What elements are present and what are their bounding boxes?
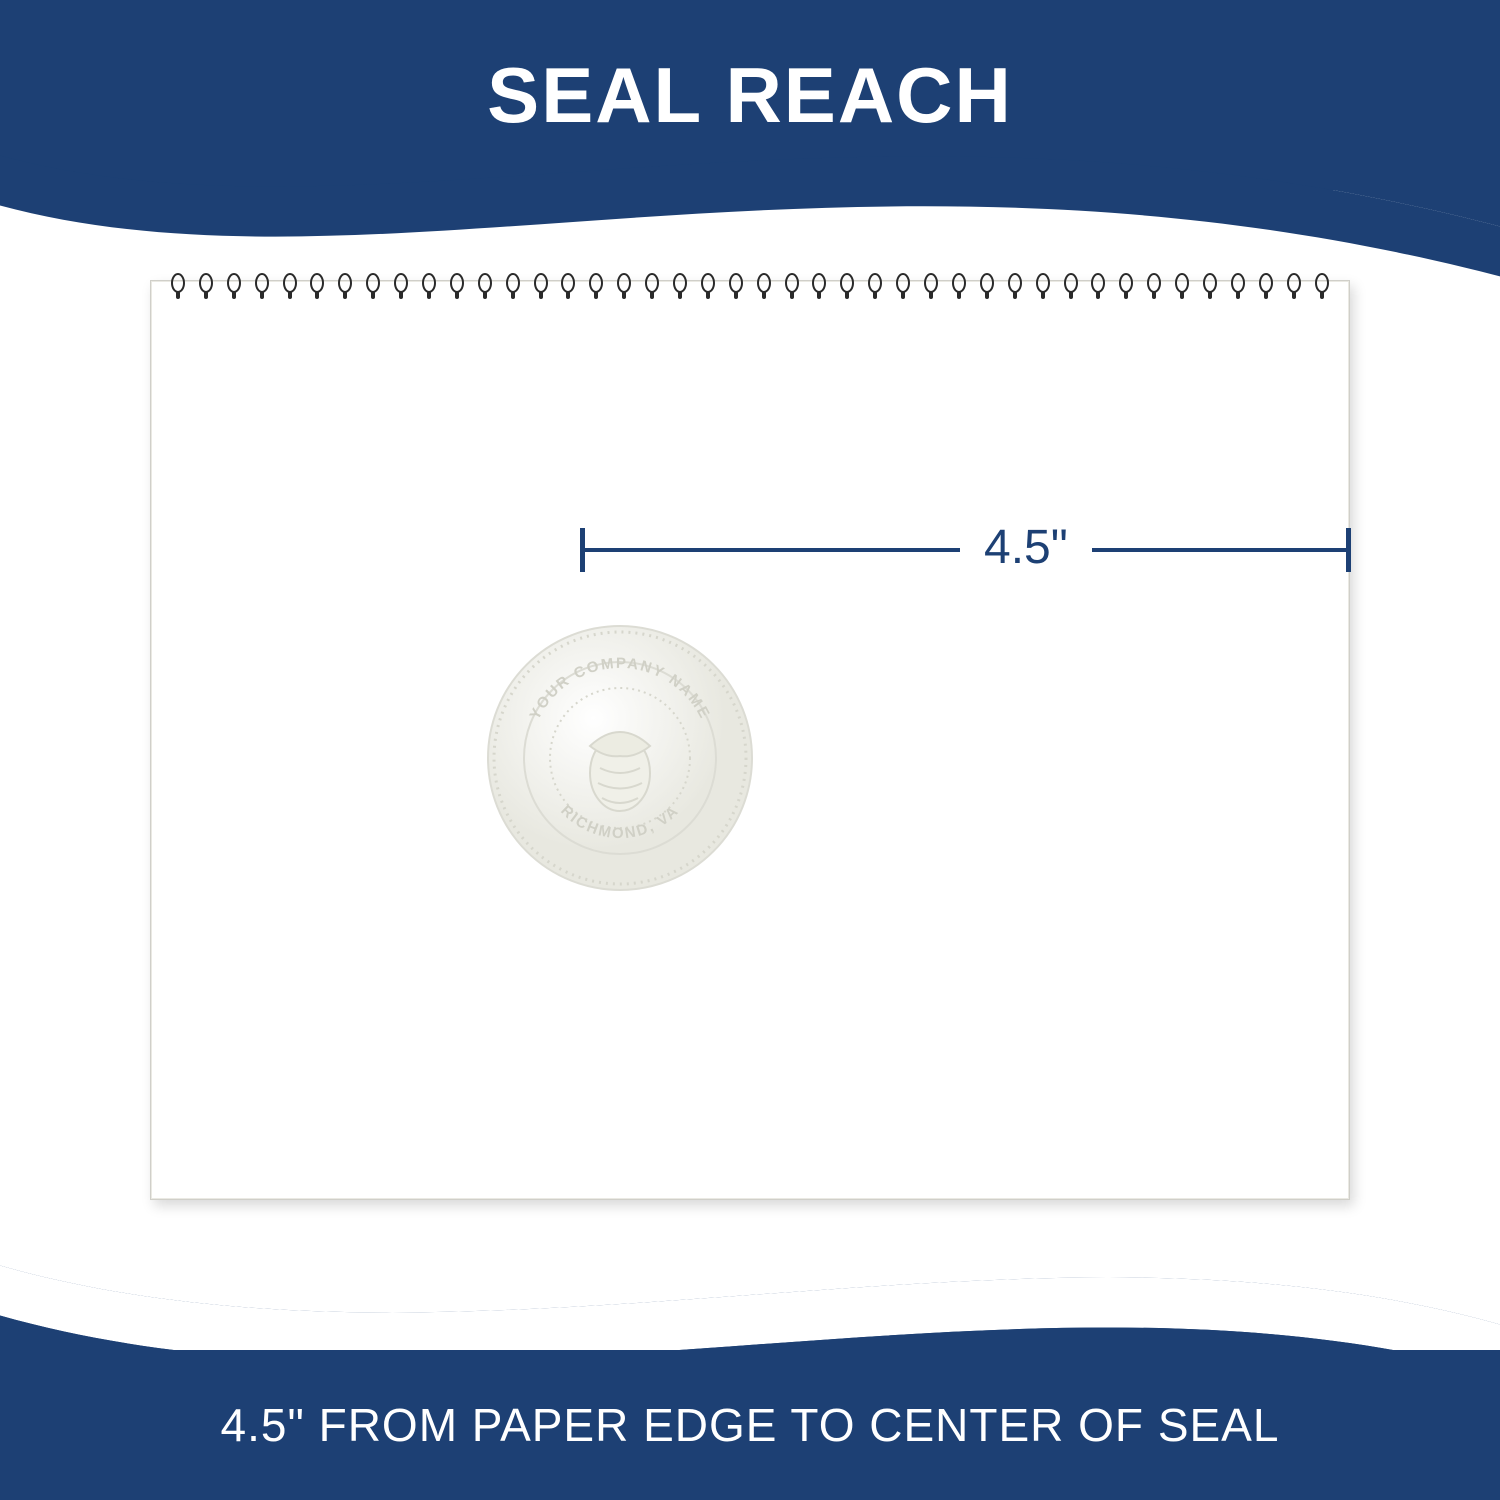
spiral-ring: [924, 273, 938, 301]
spiral-ring: [1036, 273, 1050, 301]
spiral-ring: [1315, 273, 1329, 301]
spiral-ring: [506, 273, 520, 301]
spiral-ring: [310, 273, 324, 301]
spiral-ring: [394, 273, 408, 301]
footer-text: 4.5" FROM PAPER EDGE TO CENTER OF SEAL: [221, 1398, 1280, 1452]
measure-label: 4.5": [960, 520, 1092, 575]
spiral-ring: [729, 273, 743, 301]
spiral-ring: [338, 273, 352, 301]
spiral-ring: [1287, 273, 1301, 301]
spiral-ring: [199, 273, 213, 301]
spiral-ring: [645, 273, 659, 301]
spiral-ring: [673, 273, 687, 301]
spiral-ring: [1175, 273, 1189, 301]
spiral-ring: [952, 273, 966, 301]
spiral-ring: [227, 273, 241, 301]
seal-emboss: YOUR COMPANY NAME RICHMOND, VA: [480, 618, 760, 898]
spiral-ring: [1008, 273, 1022, 301]
spiral-ring: [1203, 273, 1217, 301]
header-band: SEAL REACH: [0, 0, 1500, 190]
spiral-ring: [785, 273, 799, 301]
spiral-ring: [812, 273, 826, 301]
spiral-ring: [534, 273, 548, 301]
spiral-ring: [757, 273, 771, 301]
spiral-ring: [701, 273, 715, 301]
spiral-ring: [171, 273, 185, 301]
spiral-ring: [1091, 273, 1105, 301]
spiral-ring: [617, 273, 631, 301]
spiral-ring: [478, 273, 492, 301]
footer-band: 4.5" FROM PAPER EDGE TO CENTER OF SEAL: [0, 1350, 1500, 1500]
spiral-ring: [561, 273, 575, 301]
spiral-ring: [1119, 273, 1133, 301]
spiral-ring: [450, 273, 464, 301]
spiral-ring: [366, 273, 380, 301]
spiral-ring: [896, 273, 910, 301]
spiral-ring: [1259, 273, 1273, 301]
spiral-binding: [171, 273, 1329, 303]
spiral-ring: [1147, 273, 1161, 301]
spiral-ring: [589, 273, 603, 301]
spiral-ring: [1064, 273, 1078, 301]
spiral-ring: [1231, 273, 1245, 301]
measure-tick-right: [1346, 528, 1351, 572]
spiral-ring: [422, 273, 436, 301]
spiral-ring: [980, 273, 994, 301]
page-title: SEAL REACH: [487, 50, 1013, 141]
spiral-ring: [255, 273, 269, 301]
spiral-ring: [283, 273, 297, 301]
spiral-ring: [868, 273, 882, 301]
spiral-ring: [840, 273, 854, 301]
